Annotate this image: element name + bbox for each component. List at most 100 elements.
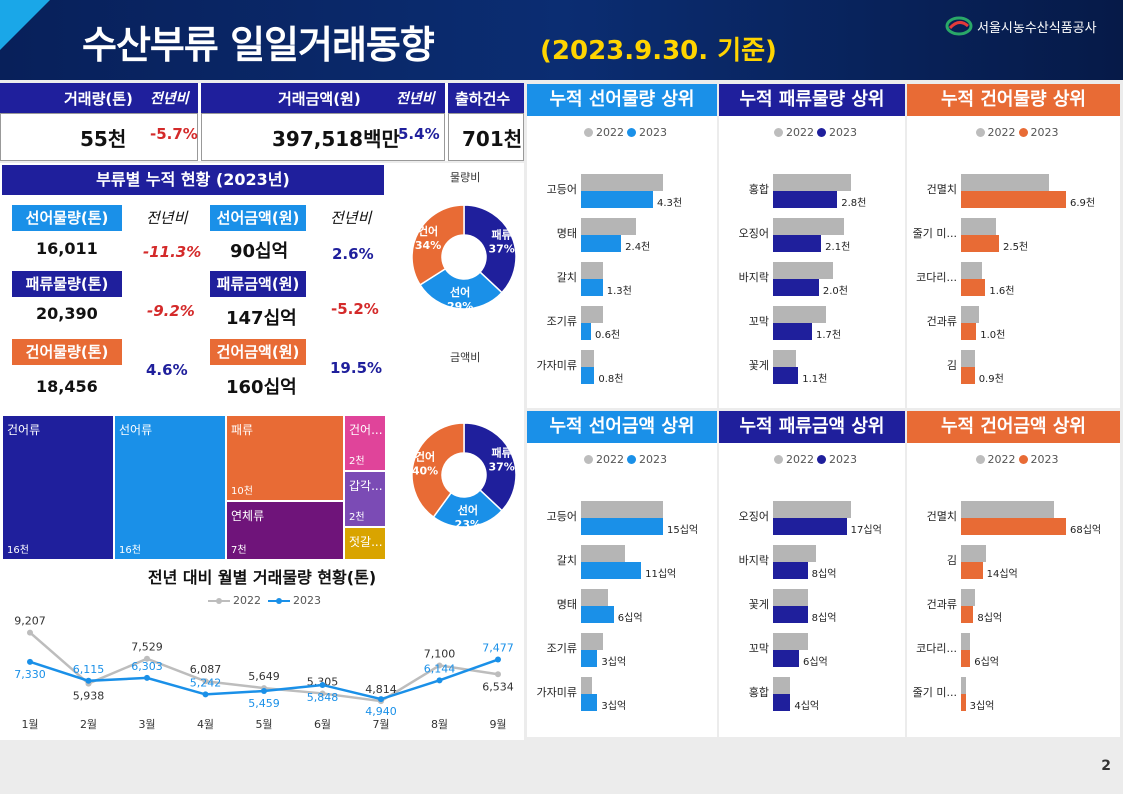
bar-2023: [961, 367, 975, 384]
volume-yoy-label: 전년비: [150, 91, 189, 107]
line-data-label: 5,649: [248, 670, 280, 683]
card-title: 누적 건어금액 상위: [907, 411, 1120, 443]
card-title: 누적 건어물량 상위: [907, 84, 1120, 116]
legend-2022-dot: [584, 128, 593, 137]
bar-2022: [961, 306, 980, 323]
line-point: [436, 677, 443, 684]
bar-category-label: 오징어: [738, 510, 769, 523]
bar-value-label: 1.1천: [802, 374, 828, 385]
treemap-tile-crustacean: 갑각... 2천: [344, 471, 386, 527]
legend-2023-dot: [817, 455, 826, 464]
line-point: [436, 662, 443, 669]
bar-2022: [773, 545, 817, 562]
bar-value-label: 3십억: [601, 657, 627, 668]
count-label: 출하건수: [455, 90, 511, 108]
bar-value-label: 0.9천: [978, 374, 1004, 385]
card-body: 2022 2023 오징어 17십억 바지락 8십억 꽃게 8십억 꼬막 6십억 홍합 4십억: [719, 443, 905, 737]
x-tick-label: 5월: [255, 718, 272, 731]
legend-2022-dot: [975, 455, 985, 464]
bar-2022: [581, 589, 609, 606]
summary-panel: 거래량(톤) 전년비 거래금액(원) 전년비 출하건수 55천 -5.7% 39…: [0, 83, 524, 161]
bar-2023: [773, 694, 791, 711]
fish-amount-label: 선어금액(원): [210, 205, 306, 231]
summary-amount-header: [201, 83, 445, 113]
bar-2023: [581, 694, 598, 711]
bar-value-label: 2.1천: [825, 242, 851, 253]
bar-2022: [773, 306, 826, 323]
page-date: (2023.9.30. 기준): [540, 36, 777, 66]
x-tick-label: 9월: [489, 718, 506, 731]
bar-2022: [581, 545, 625, 562]
treemap-tile-salted: 젓갈...: [344, 527, 386, 560]
x-tick-label: 4월: [197, 718, 214, 731]
bar-value-label: 8십억: [811, 569, 837, 580]
bar-2023: [961, 518, 1066, 535]
fish-amount-yoy: 2.6%: [332, 245, 374, 263]
legend-2022-marker: [208, 597, 230, 604]
card-body: 2022 2023 건멸치 68십억 김 14십억 건과류 8십억 코다리... 6십억 줄기 미.…: [907, 443, 1120, 737]
card-legend: 2022 2023: [975, 126, 1059, 139]
x-tick-label: 3월: [138, 718, 155, 731]
treemap-tile-name: 패류: [231, 423, 254, 437]
shellfish-volume-yoy: -9.2%: [147, 302, 195, 320]
donut-slice: [463, 204, 517, 294]
bar-2023: [773, 323, 812, 340]
shellfish-volume-label: 패류물량(톤): [12, 271, 122, 297]
donut-slice: [411, 422, 465, 519]
treemap-tile-name: 젓갈...: [349, 535, 383, 549]
donut-slice-name: 패류: [492, 228, 512, 242]
line-point: [495, 671, 501, 678]
bar-category-label: 건멸치: [926, 183, 957, 196]
bar-2022: [961, 350, 975, 367]
org-logo: 서울시농수산식품공사: [945, 16, 1097, 36]
legend-2023-marker: [268, 597, 290, 604]
bar-2022: [581, 218, 637, 235]
bar-category-label: 바지락: [738, 554, 769, 567]
bar-category-label: 고등어: [546, 183, 577, 196]
bar-category-label: 꼬막: [748, 315, 769, 328]
bar-value-label: 2.4천: [625, 242, 651, 253]
legend-2022-dot: [975, 128, 985, 137]
legend-2023-dot: [627, 128, 636, 137]
treemap-tile-value: 16천: [7, 545, 29, 556]
bar-value-label: 2.8천: [841, 198, 867, 209]
dried-amount-value: 160십억: [226, 377, 297, 398]
shellfish-amount-yoy: -5.2%: [331, 300, 379, 318]
header-banner: 수산부류 일일거래동향 (2023.9.30. 기준) 서울시농수산식품공사: [0, 0, 1123, 80]
bar-2023: [773, 235, 822, 252]
legend-2022-label: 2022: [233, 594, 261, 607]
bar-2022: [773, 677, 791, 694]
dried-volume-label: 건어물량(톤): [12, 339, 122, 365]
bar-2022: [773, 501, 851, 518]
bar-value-label: 15십억: [667, 525, 699, 536]
line-data-label: 4,940: [365, 705, 397, 718]
legend-2022-dot: [774, 128, 783, 137]
cumulative-panel: 부류별 누적 현황 (2023년) 선어물량(톤) 전년비 선어금액(원) 전년…: [0, 163, 524, 415]
treemap-tile-dried: 건어류 16천: [2, 415, 114, 560]
dried-amount-yoy: 19.5%: [330, 359, 383, 377]
bar-value-label: 4.3천: [656, 198, 683, 209]
line-point: [144, 655, 150, 662]
bar-value-label: 11십억: [645, 569, 677, 580]
bar-2022: [961, 633, 971, 650]
bar-value-label: 0.6천: [595, 330, 621, 341]
treemap-tile-name: 갑각...: [349, 479, 383, 493]
cumulative-title: 부류별 누적 현황 (2023년): [2, 165, 384, 195]
donut-slice-label: 37%: [488, 243, 514, 256]
bar-category-label: 조기류: [546, 315, 577, 328]
line-point: [85, 677, 92, 684]
line-data-label: 5,242: [190, 676, 222, 689]
bar-2022: [961, 677, 966, 694]
line-data-label: 4,814: [365, 683, 397, 696]
card-title: 누적 선어물량 상위: [527, 84, 717, 116]
dried-amount-label: 건어금액(원): [210, 339, 306, 365]
legend-2022-label: 2022: [596, 126, 624, 139]
shellfish-amount-value: 147십억: [226, 308, 297, 329]
line-point: [378, 696, 384, 703]
bar-category-label: 줄기 미...: [912, 686, 957, 699]
bar-2023: [581, 650, 598, 667]
x-tick-label: 2월: [80, 718, 97, 731]
card-legend: 2022 2023: [975, 453, 1059, 466]
bar-2023: [961, 235, 1000, 252]
